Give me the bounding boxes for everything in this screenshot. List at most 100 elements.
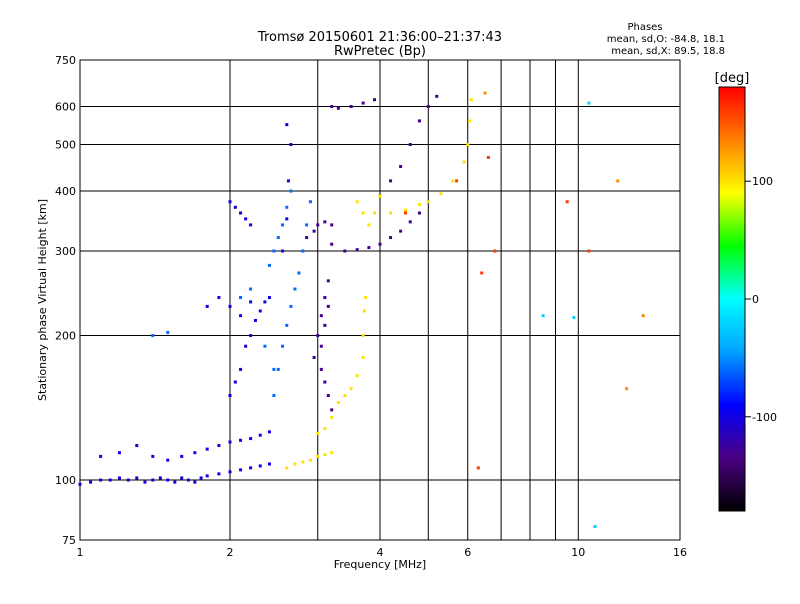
data-points [78,91,645,529]
data-point [297,271,301,275]
data-point [362,309,366,313]
data-point [399,164,403,168]
data-point [186,478,190,482]
x-tick-label: 10 [571,546,585,559]
stats-x-mode: mean, sd,X: 89.5, 18.8 [611,46,725,57]
stats-o-mode: mean, sd,O: -84.8, 18.1 [607,34,725,45]
data-point [355,248,359,252]
data-point [305,236,309,240]
data-point [466,143,470,147]
data-point [426,200,430,204]
plot-area [78,59,681,541]
data-point [403,208,407,212]
data-point [117,451,121,455]
colorbar-ticks: 100 0 -100 [745,175,777,424]
data-point [330,408,334,412]
data-point [451,179,455,183]
data-point [239,314,243,318]
data-point [249,466,253,470]
data-point [378,242,382,246]
data-point [217,472,221,476]
data-point [228,470,232,474]
data-point [319,367,323,371]
data-point [486,155,490,159]
y-axis-label: Stationary phase Virtual Height [km] [36,199,49,401]
data-point [616,179,620,183]
data-point [228,304,232,308]
data-point [166,478,170,482]
data-point [249,300,253,304]
data-point [316,223,320,227]
colorbar-gradient [718,86,746,512]
data-point [316,334,320,338]
data-point [323,453,327,457]
data-point [193,451,197,455]
data-point [228,440,232,444]
data-point [286,179,290,183]
data-point [126,478,130,482]
data-point [239,367,243,371]
colorbar-tick-label: 100 [752,175,773,188]
data-point [326,279,330,283]
grid-lines [80,60,680,540]
data-point [289,189,293,193]
data-point [330,242,334,246]
data-point [180,454,184,458]
data-point [316,432,320,436]
data-point [336,106,340,110]
data-point [244,344,248,348]
y-tick-label: 400 [55,185,76,198]
colorbar-tick-label: 0 [752,293,759,306]
x-tick-label: 16 [673,546,687,559]
data-point [349,105,353,109]
data-point [593,525,597,529]
data-point [349,387,353,391]
data-point [285,123,289,127]
data-point [249,437,253,441]
data-point [435,94,439,98]
data-point [249,287,253,291]
data-point [285,323,289,327]
y-axis: 75 100 200 300 400 500 600 750 [55,54,76,547]
colorbar: [deg] 100 0 -100 [715,71,777,512]
data-point [305,223,309,227]
data-point [439,192,443,196]
data-point [336,401,340,405]
data-point [293,287,297,291]
data-point [323,380,327,384]
x-tick-label: 2 [227,546,234,559]
y-tick-label: 200 [55,330,76,343]
data-point [199,476,203,480]
data-point [205,447,209,451]
data-point [468,119,472,123]
data-point [455,179,459,183]
data-point [378,194,382,198]
data-point [151,334,155,338]
data-point [326,304,330,308]
data-point [308,458,312,462]
data-point [205,304,209,308]
data-point [267,296,271,300]
data-point [249,334,253,338]
data-point [285,217,289,221]
data-point [217,296,221,300]
data-point [258,309,262,313]
data-point [285,466,289,470]
data-point [193,480,197,484]
data-point [233,380,237,384]
data-point [389,211,393,215]
data-point [281,344,285,348]
data-point [239,438,243,442]
data-point [258,464,262,468]
data-point [244,217,248,221]
data-point [572,316,576,320]
data-point [228,200,232,204]
data-point [228,394,232,398]
data-point [417,211,421,215]
y-tick-label: 600 [55,101,76,114]
data-point [417,202,421,206]
data-point [99,478,103,482]
data-point [205,474,209,478]
data-point [355,200,359,204]
data-point [180,476,184,480]
